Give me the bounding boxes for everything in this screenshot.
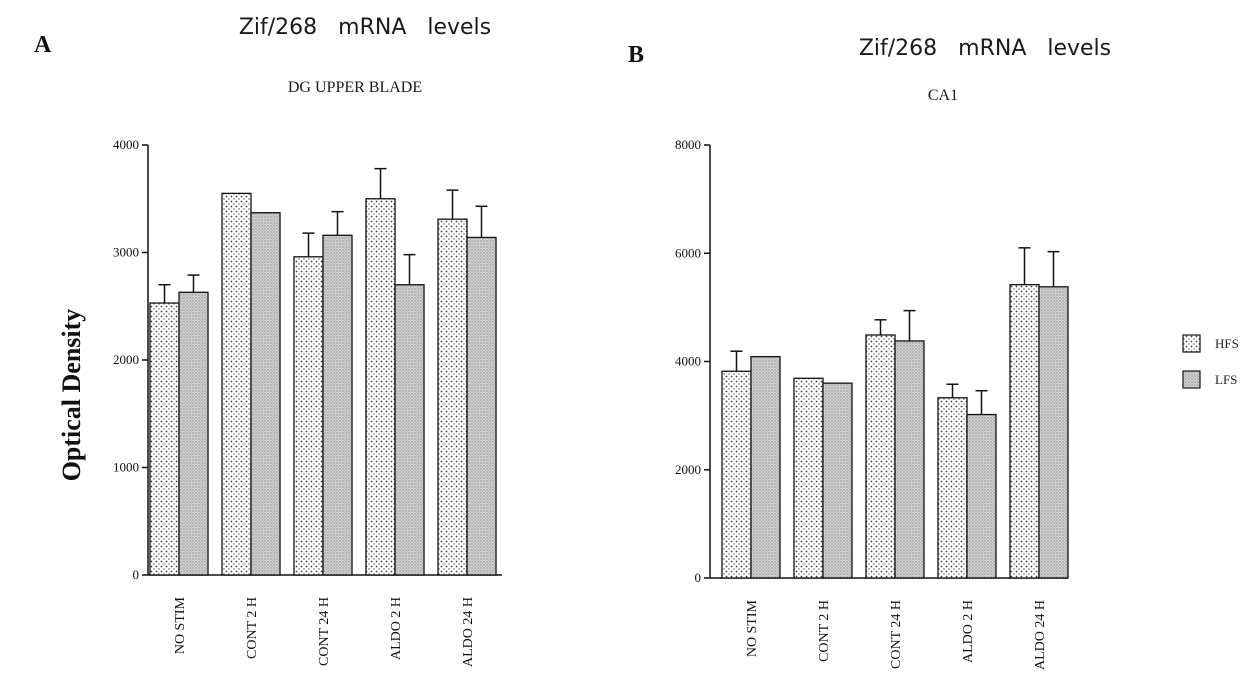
category-label: NO STIM xyxy=(745,599,760,657)
category-label: ALDO 2 H xyxy=(389,597,404,660)
bar-a-lfs-aldo-2-h xyxy=(394,284,425,576)
panel-b-subtitle: CA1 xyxy=(928,87,958,104)
y-tick-label: 3000 xyxy=(113,245,139,260)
bar-b-hfs-aldo-24-h xyxy=(1009,283,1040,579)
bar-a-lfs-cont-2-h xyxy=(250,212,281,576)
legend-label-lfs: LFS xyxy=(1215,372,1237,387)
legend-label-hfs: HFS xyxy=(1215,336,1239,351)
panel-a-title: Zif/268 mRNA levels xyxy=(239,15,491,40)
y-tick-label: 0 xyxy=(695,570,702,585)
panel-a-subtitle: DG UPPER BLADE xyxy=(288,79,422,96)
bar-a-lfs-aldo-24-h xyxy=(466,236,497,576)
legend-swatch-lfs xyxy=(1182,370,1201,389)
bar-a-hfs-aldo-2-h xyxy=(365,198,396,576)
legend-swatch-hfs xyxy=(1182,334,1201,353)
y-tick-label: 2000 xyxy=(113,352,139,367)
panel-b-title: Zif/268 mRNA levels xyxy=(859,36,1111,61)
y-tick-label: 4000 xyxy=(675,354,701,369)
category-label: NO STIM xyxy=(173,596,188,654)
bar-b-lfs-cont-24-h xyxy=(894,340,925,579)
y-tick-label: 4000 xyxy=(113,137,139,152)
bar-b-hfs-aldo-2-h xyxy=(937,397,968,579)
bar-b-lfs-aldo-2-h xyxy=(966,413,997,579)
panel-a-letter: A xyxy=(34,32,52,58)
category-label: ALDO 2 H xyxy=(961,600,976,663)
category-label: CONT 2 H xyxy=(245,597,260,659)
bar-a-lfs-no-stim xyxy=(178,291,209,576)
legend: HFS LFS xyxy=(1182,334,1239,389)
bar-b-lfs-cont-2-h xyxy=(822,382,853,579)
category-label: ALDO 24 H xyxy=(461,597,476,667)
bar-b-lfs-aldo-24-h xyxy=(1038,286,1069,579)
panel-b-letter: B xyxy=(628,42,644,68)
bar-b-hfs-no-stim xyxy=(721,370,752,579)
bar-b-hfs-cont-2-h xyxy=(793,377,824,579)
y-tick-label: 1000 xyxy=(113,460,139,475)
chart-panel-a: 0 1000 2000 3000 4000 NO STIM CONT 2 H CONT 24 … xyxy=(113,137,502,667)
category-label: ALDO 24 H xyxy=(1033,600,1048,670)
y-axis-label: Optical Density xyxy=(57,309,86,482)
category-label: CONT 2 H xyxy=(817,600,832,662)
y-tick-label: 2000 xyxy=(675,462,701,477)
bar-a-hfs-no-stim xyxy=(149,302,180,576)
chart-panel-b: 0 2000 4000 6000 8000 NO STIM CONT 2 H CONT 24 … xyxy=(675,137,1069,670)
bar-a-hfs-cont-2-h xyxy=(221,192,252,576)
y-tick-label: 6000 xyxy=(675,245,701,260)
category-label: CONT 24 H xyxy=(317,597,332,666)
category-label: CONT 24 H xyxy=(889,600,904,669)
y-tick-label: 0 xyxy=(133,567,140,582)
bar-a-hfs-cont-24-h xyxy=(293,256,324,576)
bar-a-lfs-cont-24-h xyxy=(322,234,353,576)
bar-b-lfs-no-stim xyxy=(750,355,781,579)
bar-b-hfs-cont-24-h xyxy=(865,334,896,579)
y-tick-label: 8000 xyxy=(675,137,701,152)
bar-a-hfs-aldo-24-h xyxy=(437,218,468,576)
